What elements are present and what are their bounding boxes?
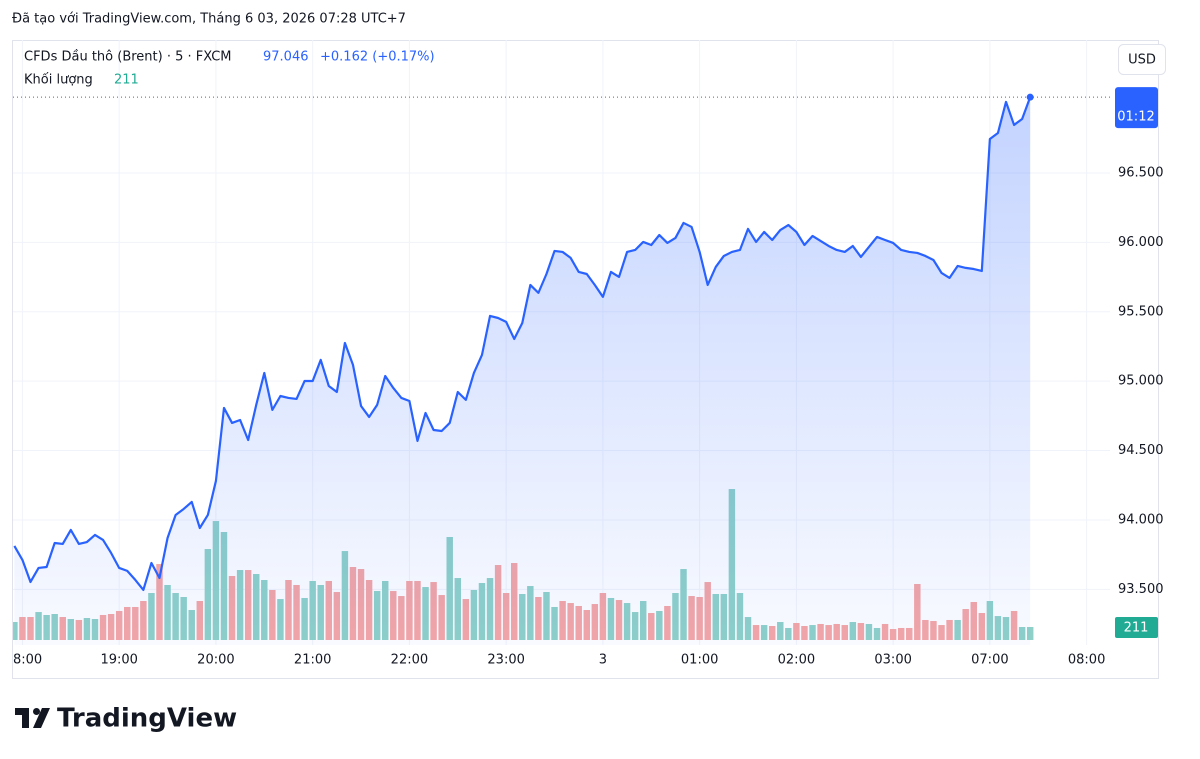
price-area [14,97,1031,645]
countdown-label: 01:12 [1117,110,1154,125]
last-point [1026,93,1034,101]
x-tick-label: 21:00 [294,653,331,668]
y-tick-label: 96.500 [1118,165,1164,180]
x-tick-label: 02:00 [778,653,815,668]
x-tick-label: 8:00 [13,653,42,668]
brand-logo [15,708,50,728]
y-tick-label: 94.500 [1118,443,1164,458]
axes: 93.500 94.000 94.500 95.000 95.500 96.000 96.5… [13,87,1164,639]
x-axis: 8:00 19:00 20:00 21:00 22:00 23:00 3 01:00 02:00… [13,653,1105,668]
watermark: Đã tạo với TradingView.com, Tháng 6 03, … [12,12,406,27]
legend-price: 97.046 [263,50,309,65]
volume-label: 211 [1124,621,1149,636]
brand-name: TradingView [57,704,237,734]
y-tick-label: 95.000 [1118,374,1164,389]
logo-dot [33,708,40,715]
x-tick-label: 22:00 [391,653,428,668]
x-tick-label: 08:00 [1068,653,1105,668]
panel-border [12,40,1159,679]
logo-mark [15,708,50,728]
volume-bar [1026,627,1034,640]
x-tick-label: 20:00 [197,653,234,668]
x-tick-label: 01:00 [681,653,718,668]
price-line [13,96,1032,591]
price-layer [13,96,1032,645]
volume-label-box [1115,617,1158,639]
legend-title: CFDs Dầu thô (Brent) · 5 · FXCM [24,50,232,65]
legend-volume-value: 211 [114,73,139,88]
x-tick-label: 03:00 [874,653,911,668]
y-tick-label: 94.000 [1118,512,1164,527]
y-tick-label: 95.500 [1118,304,1164,319]
x-tick-label: 19:00 [100,653,137,668]
currency-button[interactable] [1118,44,1166,75]
currency-label[interactable]: USD [1128,53,1156,68]
y-tick-label: 93.500 [1118,582,1164,597]
y-tick-label: 96.000 [1118,235,1164,250]
legend-change: +0.162 (+0.17%) [320,50,435,65]
x-tick-label: 3 [599,653,607,668]
legend-volume-name: Khối lượng [24,73,93,88]
price-label-box [1115,87,1158,129]
x-tick-label: 23:00 [487,653,524,668]
x-tick-label: 07:00 [971,653,1008,668]
